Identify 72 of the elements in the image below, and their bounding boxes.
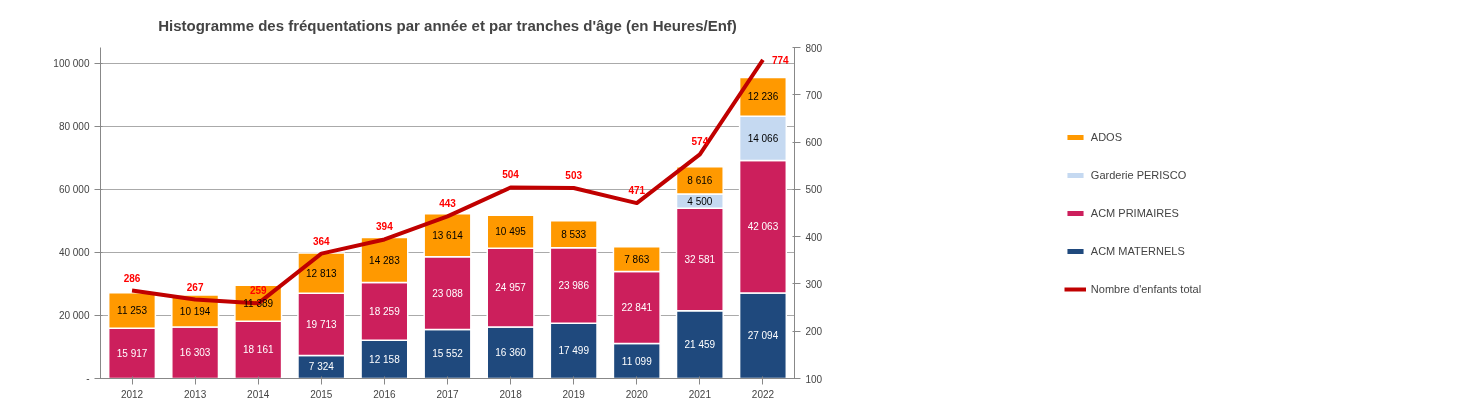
legend-label: Nombre d'enfants total — [1090, 282, 1202, 295]
data-label: 12 158 — [369, 353, 401, 365]
x-tick-label: 2013 — [184, 388, 207, 400]
y2-tick-label: 200 — [805, 326, 823, 338]
x-tick-label: 2018 — [499, 388, 523, 400]
data-label: 15 917 — [116, 347, 148, 359]
x-tick-label: 2019 — [562, 388, 586, 400]
data-label: 23 986 — [558, 280, 590, 292]
data-label: 10 495 — [495, 226, 527, 238]
data-label: 19 713 — [306, 318, 338, 330]
x-tick-label: 2017 — [436, 388, 460, 400]
data-label: 504 — [502, 169, 520, 181]
y2-tick-label: 800 — [805, 42, 823, 54]
data-label: 8 533 — [561, 228, 587, 240]
y2-tick-label: 100 — [805, 373, 823, 385]
data-label: 7 863 — [624, 253, 650, 265]
data-label: 11 253 — [117, 305, 148, 317]
data-label: 12 813 — [306, 267, 338, 279]
y-tick-label: 100 000 — [53, 57, 90, 69]
y2-tick-label: 600 — [805, 137, 823, 149]
y-tick-label: - — [86, 373, 90, 384]
data-label: 259 — [249, 285, 268, 297]
y2-tick-label: 500 — [805, 184, 823, 196]
data-label: 21 459 — [684, 339, 716, 351]
y-tick-label: 40 000 — [58, 246, 90, 258]
x-tick-label: 2012 — [120, 388, 144, 400]
data-label: 11 099 — [621, 355, 653, 367]
data-label: 4 500 — [687, 195, 713, 207]
data-label: 18 259 — [369, 305, 401, 317]
data-label: 471 — [628, 185, 646, 197]
data-label: 13 614 — [432, 229, 464, 241]
y2-tick-label: 700 — [805, 89, 823, 101]
y2-tick-label: 300 — [805, 278, 823, 290]
y-tick-label: 20 000 — [58, 309, 90, 321]
legend-label: ACM PRIMAIRES — [1090, 206, 1179, 219]
data-label: 18 161 — [242, 344, 274, 356]
x-tick-label: 2020 — [625, 388, 649, 400]
data-label: 443 — [439, 198, 457, 210]
data-label: 16 360 — [495, 347, 527, 359]
data-label: 503 — [565, 169, 583, 181]
data-label: 15 552 — [432, 348, 464, 360]
data-label: 42 063 — [747, 221, 779, 233]
data-label: 24 957 — [495, 282, 527, 294]
x-tick-label: 2021 — [688, 388, 712, 400]
data-label: 27 094 — [747, 330, 779, 342]
data-label: 267 — [186, 281, 204, 293]
data-label: 774 — [771, 54, 790, 66]
chart-title: Histogramme des fréquentations par année et par tranches d'âge (en Heures/Enf) — [158, 16, 737, 34]
legend-label: Garderie PERISCO — [1090, 168, 1187, 181]
data-label: 364 — [312, 235, 331, 247]
data-label: 12 236 — [747, 91, 779, 103]
data-label: 32 581 — [684, 254, 716, 265]
legend-label: ACM MATERNELS — [1090, 244, 1185, 257]
x-tick-label: 2014 — [247, 388, 270, 400]
data-label: 10 194 — [179, 305, 211, 317]
data-label: 23 088 — [432, 287, 464, 299]
data-label: 17 499 — [558, 345, 590, 357]
y-tick-label: 80 000 — [58, 120, 90, 132]
data-label: 14 066 — [747, 132, 779, 144]
data-label: 14 283 — [369, 254, 401, 266]
data-label: 7 324 — [308, 361, 335, 373]
data-label: 394 — [376, 221, 394, 233]
data-label: 22 841 — [621, 302, 653, 314]
data-label: 8 616 — [687, 174, 713, 186]
y-tick-label: 60 000 — [58, 183, 90, 195]
x-tick-label: 2015 — [310, 388, 333, 400]
y2-tick-label: 400 — [805, 231, 823, 243]
data-label: 16 303 — [179, 347, 211, 359]
x-tick-label: 2016 — [373, 388, 396, 400]
x-tick-label: 2022 — [751, 388, 775, 400]
legend-label: ADOS — [1090, 130, 1123, 143]
data-label: 286 — [123, 272, 141, 284]
